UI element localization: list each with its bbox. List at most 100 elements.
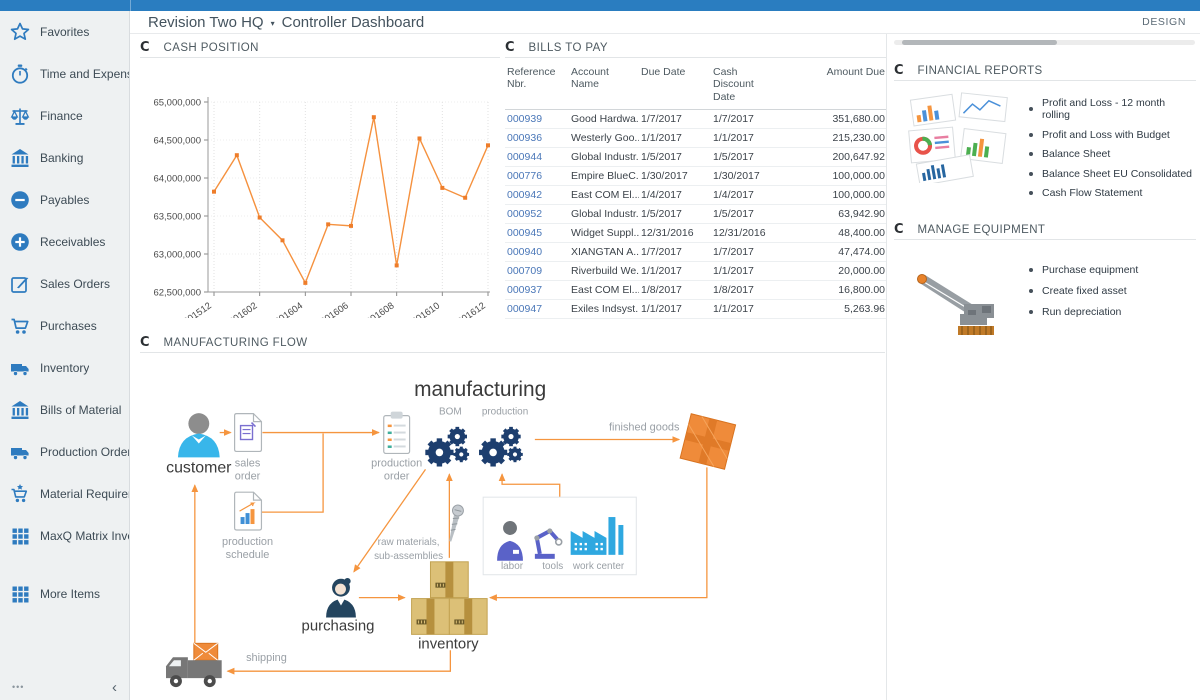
- truck-icon: [9, 441, 31, 463]
- refresh-icon[interactable]: C: [894, 63, 904, 78]
- equipment-link-create-fixed-asset[interactable]: Create fixed asset: [1029, 285, 1138, 297]
- report-link-balance-sheet[interactable]: Balance Sheet: [1029, 148, 1196, 160]
- reference-nbr-link[interactable]: 000952: [507, 208, 543, 221]
- cell: Widget Suppl...: [569, 223, 639, 244]
- reference-nbr-link[interactable]: 000939: [507, 113, 543, 126]
- reference-nbr-link[interactable]: 000945: [507, 227, 543, 240]
- cell: Exiles Indsyst...: [569, 299, 639, 320]
- column-header-reference-nbr[interactable]: Reference Nbr.: [505, 62, 569, 111]
- sidebar-item-sales-orders[interactable]: Sales Orders: [0, 263, 129, 305]
- cash-position-header: C CASH POSITION: [140, 38, 500, 58]
- equipment-link-run-depreciation[interactable]: Run depreciation: [1029, 306, 1138, 318]
- svg-text:201608: 201608: [364, 300, 396, 318]
- sidebar-item-purchases[interactable]: Purchases: [0, 305, 129, 347]
- cell: 351,680.00: [775, 109, 887, 130]
- collapse-sidebar-icon[interactable]: ‹: [112, 678, 117, 696]
- refresh-icon[interactable]: C: [505, 40, 515, 55]
- chevron-down-icon[interactable]: ▾: [270, 18, 275, 28]
- column-header-cash-discount-date[interactable]: Cash Discount Date: [711, 62, 775, 111]
- reference-nbr-cell: 000776: [505, 166, 569, 187]
- reference-nbr-link[interactable]: 000944: [507, 151, 543, 164]
- reference-nbr-link[interactable]: 000776: [507, 170, 543, 183]
- link-label: Profit and Loss - 12 month rolling: [1042, 97, 1166, 121]
- work-center-label: work center: [572, 561, 625, 572]
- reference-nbr-link[interactable]: 000937: [507, 284, 543, 297]
- sidebar-item-payables[interactable]: Payables: [0, 179, 129, 221]
- sidebar-item-bills-of-material[interactable]: Bills of Material: [0, 389, 129, 431]
- equipment-link-purchase-equipment[interactable]: Purchase equipment: [1029, 264, 1138, 276]
- sales-order-doc-icon: [234, 413, 263, 453]
- report-link-profit-and-loss-with-budget[interactable]: Profit and Loss with Budget: [1029, 129, 1196, 141]
- reference-nbr-link[interactable]: 000942: [507, 189, 543, 202]
- bank-icon: [9, 399, 31, 421]
- sidebar-item-favorites[interactable]: Favorites: [0, 11, 129, 53]
- truck-icon: [9, 357, 31, 379]
- cell: East COM El...: [569, 185, 639, 206]
- link-label: Balance Sheet EU Consolidated: [1042, 167, 1193, 180]
- svg-text:schedule: schedule: [226, 549, 270, 561]
- more-options-icon[interactable]: •••: [12, 682, 25, 692]
- workspace-title[interactable]: Revision Two HQ: [148, 13, 264, 31]
- reference-nbr-link[interactable]: 000936: [507, 132, 543, 145]
- table-row: 000940 XIANGTAN A... 1/7/2017 1/7/2017 47,47…: [505, 242, 887, 263]
- sidebar-nav: Favorites Time and Expenses Finance Banking…: [0, 11, 129, 615]
- star-icon: [9, 21, 31, 43]
- cell: Global Industr...: [569, 147, 639, 168]
- cart-icon: [9, 315, 31, 337]
- sidebar-item-time-and-expenses[interactable]: Time and Expenses: [0, 53, 129, 95]
- production-schedule-label: production: [222, 536, 273, 548]
- link-label: Purchase equipment: [1042, 264, 1139, 276]
- column-header-account-name[interactable]: Account Name: [569, 62, 639, 111]
- sidebar-item-inventory[interactable]: Inventory: [0, 347, 129, 389]
- financial-reports-header: C FINANCIAL REPORTS: [894, 61, 1196, 81]
- svg-text:201602: 201602: [227, 300, 259, 318]
- reference-nbr-link[interactable]: 000940: [507, 246, 543, 259]
- cell: 1/4/2017: [711, 185, 775, 206]
- cell: 16,800.00: [775, 280, 887, 301]
- scrollbar-thumb[interactable]: [902, 40, 1057, 45]
- reference-nbr-link[interactable]: 000947: [507, 303, 543, 316]
- cell: 1/1/2017: [711, 299, 775, 320]
- svg-text:64,000,000: 64,000,000: [153, 174, 201, 185]
- sidebar-item-finance[interactable]: Finance: [0, 95, 129, 137]
- refresh-icon[interactable]: C: [140, 335, 150, 350]
- reference-nbr-cell: 000939: [505, 109, 569, 130]
- table-row: 000945 Widget Suppl... 12/31/2016 12/31/201…: [505, 223, 887, 244]
- manufacturing-flow-widget: C MANUFACTURING FLOW: [140, 333, 885, 700]
- sidebar-item-more-items[interactable]: More Items: [0, 573, 129, 615]
- purchasing-label: purchasing: [302, 618, 375, 634]
- manage-equipment-widget: C MANAGE EQUIPMENT Purchase equipment Cre…: [894, 220, 1196, 336]
- sidebar-item-maxq-matrix-invent[interactable]: MaxQ Matrix Invent...: [0, 515, 129, 557]
- sidebar-item-material-requirem[interactable]: Material Requirem...: [0, 473, 129, 515]
- widget-title: MANUFACTURING FLOW: [163, 336, 308, 349]
- table-row: 000952 Global Industr... 1/5/2017 1/5/2017 6…: [505, 204, 887, 225]
- scales-icon: [9, 105, 31, 127]
- cell: 1/1/2017: [639, 299, 711, 320]
- design-button[interactable]: DESIGN: [1142, 16, 1186, 28]
- shipping-label: shipping: [246, 652, 287, 664]
- sidebar-item-banking[interactable]: Banking: [0, 137, 129, 179]
- report-link-cash-flow-statement[interactable]: Cash Flow Statement: [1029, 187, 1196, 199]
- bom-label: BOM: [439, 407, 462, 418]
- report-link-profit-and-loss-12-month-rolling[interactable]: Profit and Loss - 12 month rolling: [1029, 97, 1196, 121]
- sidebar: Favorites Time and Expenses Finance Banking…: [0, 11, 130, 700]
- cell: Global Industr...: [569, 204, 639, 225]
- sidebar-item-receivables[interactable]: Receivables: [0, 221, 129, 263]
- table-row: 000937 East COM El... 1/8/2017 1/8/2017 16,8…: [505, 280, 887, 301]
- cell: Westerly Goo...: [569, 128, 639, 149]
- link-label: Balance Sheet: [1042, 148, 1111, 160]
- column-header-due-date[interactable]: Due Date: [639, 62, 711, 111]
- refresh-icon[interactable]: C: [894, 222, 904, 237]
- svg-text:201610: 201610: [410, 300, 442, 318]
- manage-equipment-links: Purchase equipment Create fixed asset Run …: [1029, 250, 1138, 336]
- cell: Good Hardwa...: [569, 109, 639, 130]
- reference-nbr-link[interactable]: 000709: [507, 265, 543, 278]
- sidebar-item-production-orders[interactable]: Production Orders: [0, 431, 129, 473]
- column-header-amount-due[interactable]: Amount Due: [775, 62, 887, 111]
- right-panel-scrollbar[interactable]: [894, 40, 1195, 45]
- cell: 100,000.00: [775, 166, 887, 187]
- page-title: Controller Dashboard: [281, 13, 425, 31]
- refresh-icon[interactable]: C: [140, 40, 150, 55]
- cart-star-icon: [9, 483, 31, 505]
- report-link-balance-sheet-eu-consolidated[interactable]: Balance Sheet EU Consolidated: [1029, 168, 1196, 180]
